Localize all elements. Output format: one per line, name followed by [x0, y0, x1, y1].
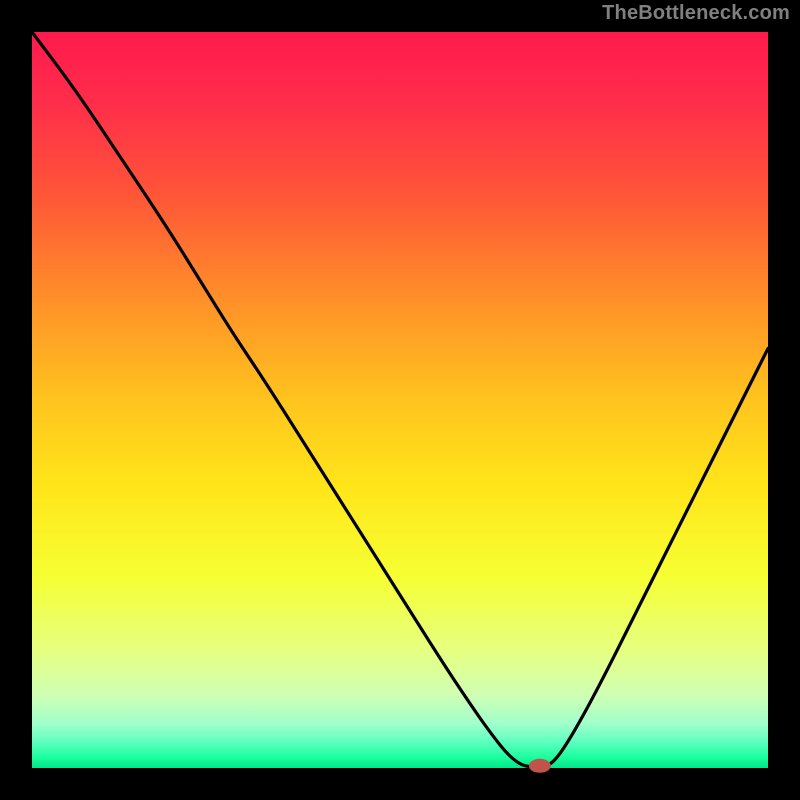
watermark-text: TheBottleneck.com [602, 2, 790, 25]
plot-background [32, 32, 768, 768]
optimum-marker [529, 759, 551, 773]
bottleneck-chart [0, 0, 800, 800]
